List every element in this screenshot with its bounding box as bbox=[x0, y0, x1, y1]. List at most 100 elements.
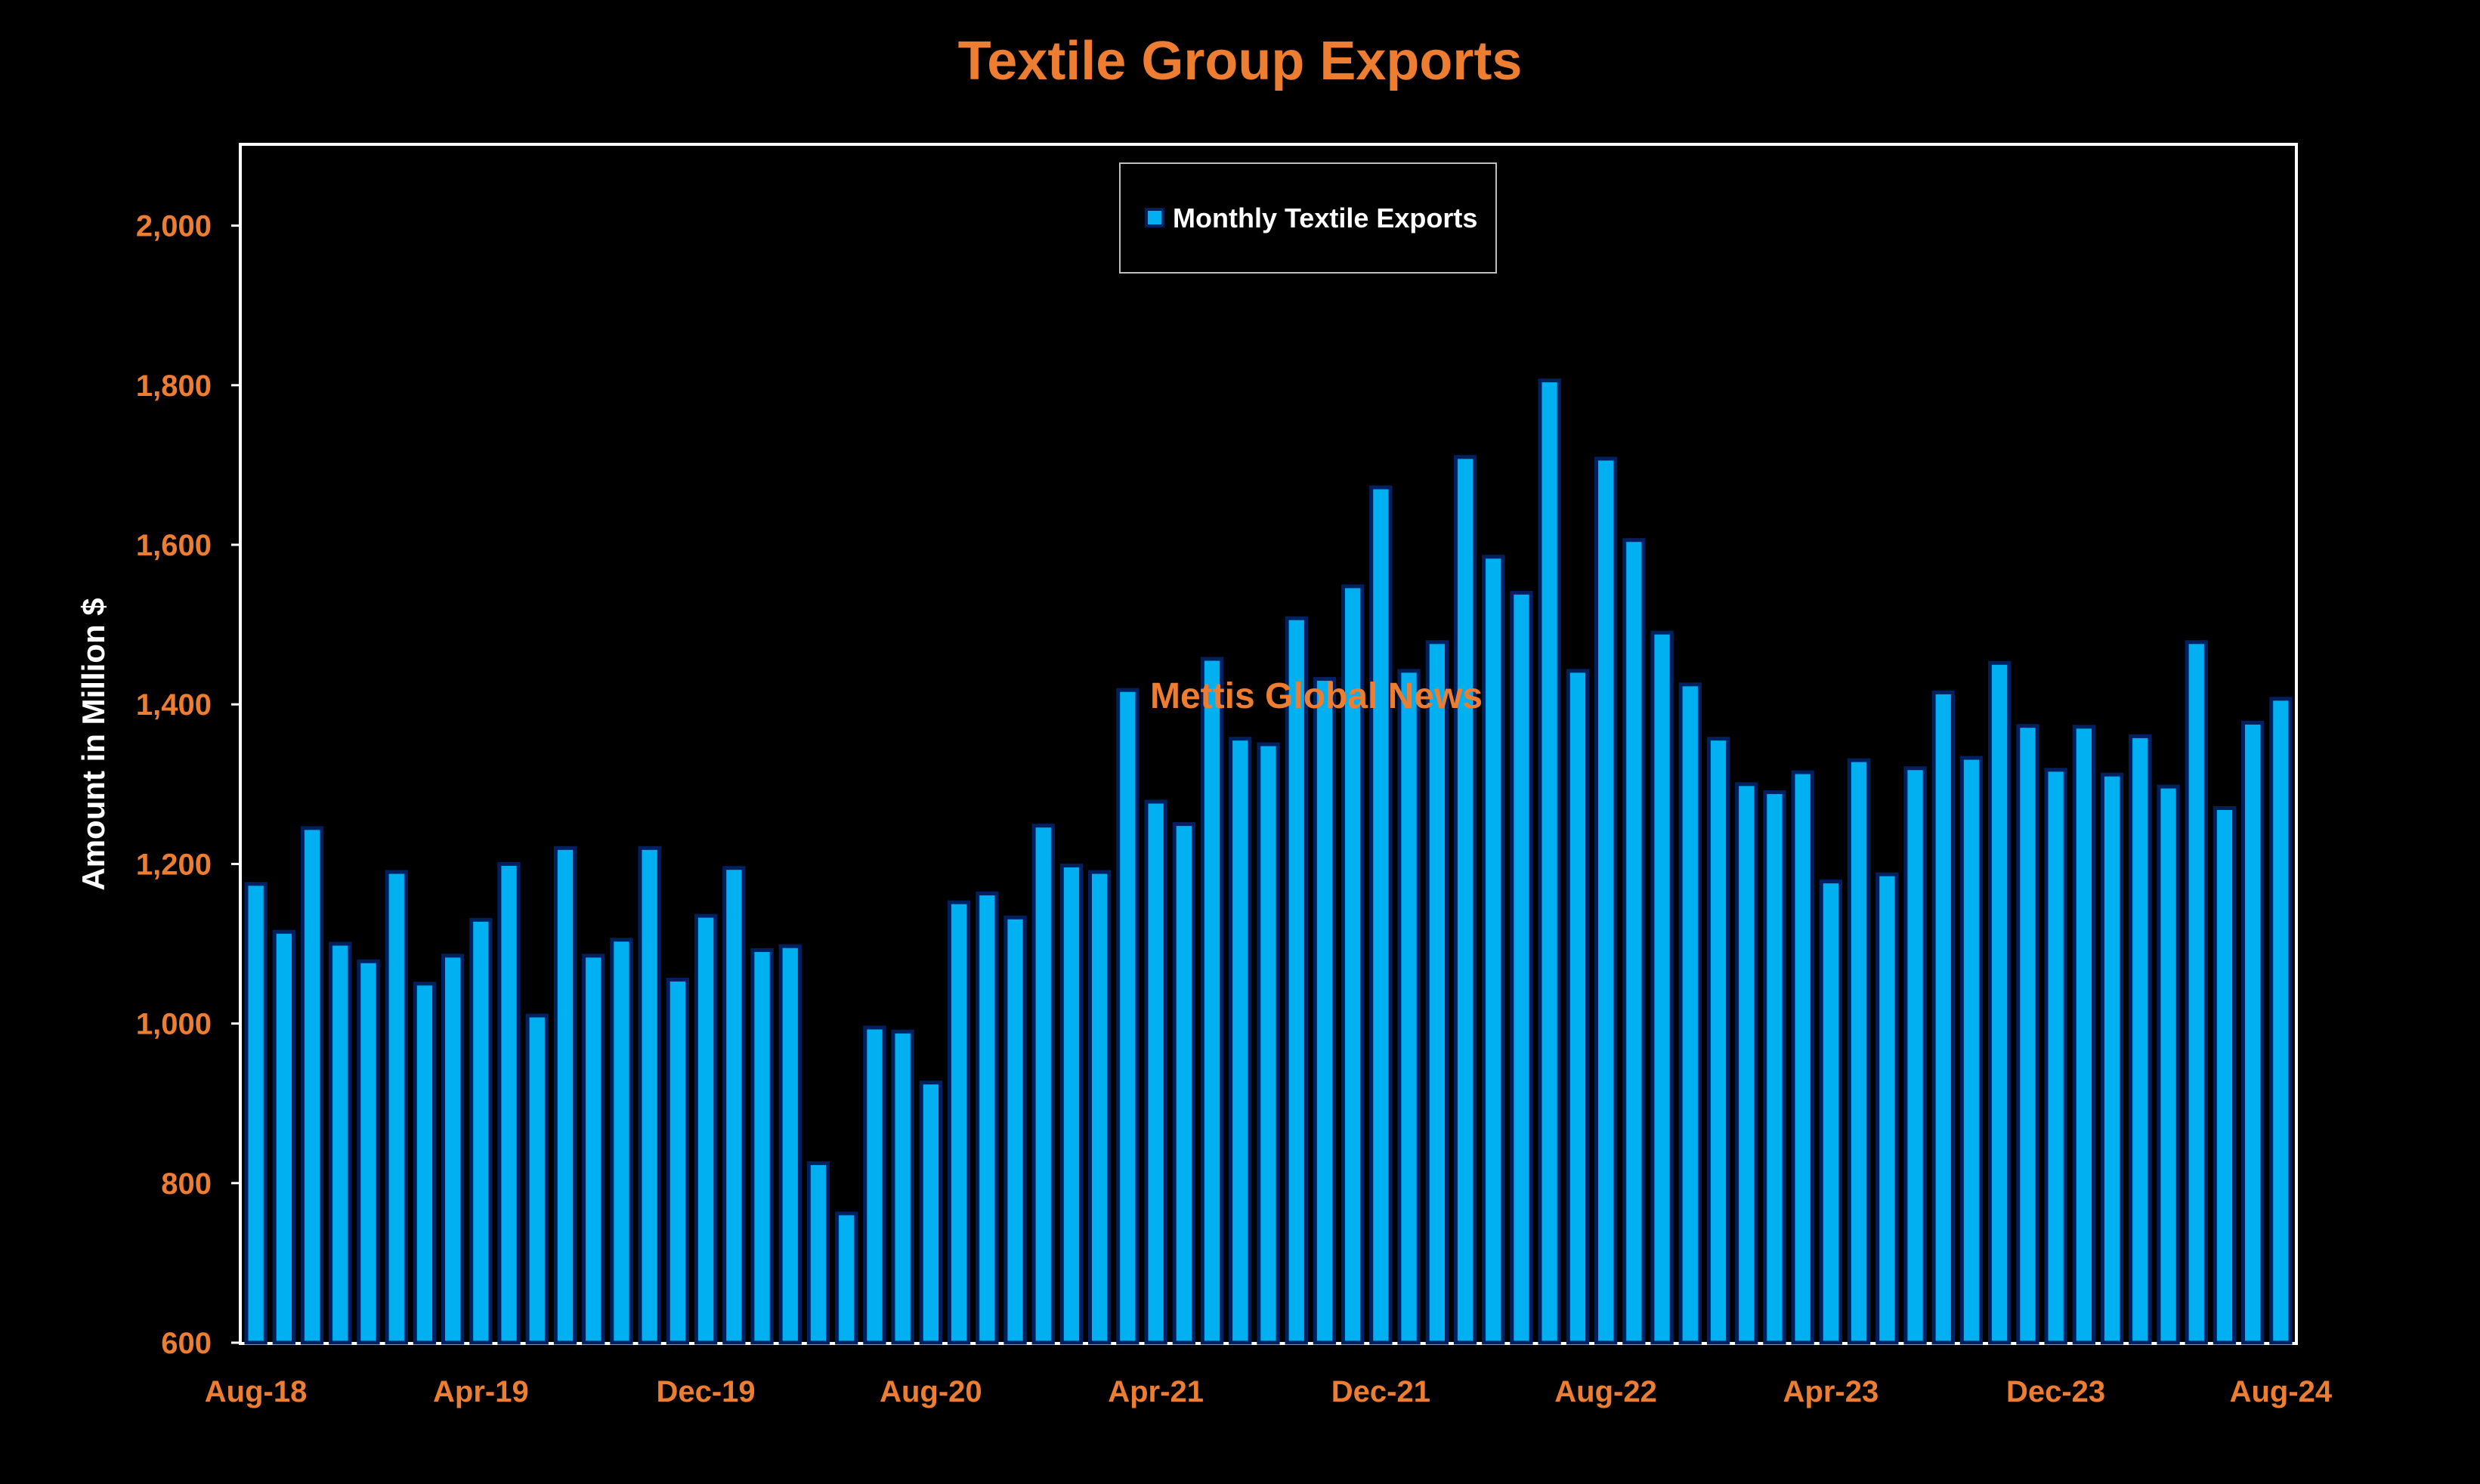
x-tick-label: Aug-24 bbox=[2230, 1375, 2333, 1408]
bar bbox=[1482, 555, 1505, 1345]
bar bbox=[1257, 742, 1280, 1345]
x-tick-label: Apr-23 bbox=[1783, 1375, 1879, 1408]
legend-box bbox=[1119, 162, 1497, 274]
bar bbox=[357, 959, 380, 1345]
bar bbox=[385, 870, 408, 1345]
y-tick-label: 2,000 bbox=[136, 210, 212, 243]
y-tick-label: 1,800 bbox=[136, 369, 212, 403]
bar bbox=[1706, 737, 1730, 1345]
bar bbox=[1959, 756, 1984, 1345]
bar bbox=[1313, 676, 1337, 1345]
bar bbox=[1650, 630, 1674, 1345]
bar bbox=[2016, 724, 2039, 1345]
bar bbox=[2157, 784, 2180, 1345]
bar bbox=[919, 1081, 942, 1345]
bar bbox=[1678, 682, 1702, 1345]
bar bbox=[2100, 772, 2124, 1345]
bar bbox=[2213, 806, 2237, 1345]
bar bbox=[1059, 864, 1084, 1345]
x-tick-label: Aug-18 bbox=[205, 1375, 308, 1408]
bar bbox=[1369, 485, 1393, 1345]
bar bbox=[244, 882, 267, 1345]
bar bbox=[1116, 688, 1140, 1345]
chart-title: Textile Group Exports bbox=[957, 31, 1523, 91]
bar bbox=[413, 982, 437, 1345]
y-axis: 600 800 1,000 1,200 1,400 1,600 1,800 2,000 bbox=[136, 210, 242, 1360]
bar bbox=[1847, 758, 1871, 1345]
bar bbox=[1903, 766, 1927, 1345]
bar bbox=[1791, 770, 1814, 1345]
bar bbox=[469, 917, 493, 1345]
bar bbox=[2044, 768, 2067, 1345]
bar bbox=[2185, 640, 2208, 1345]
bar bbox=[1088, 870, 1112, 1345]
bar bbox=[1566, 669, 1590, 1345]
bar bbox=[1453, 455, 1477, 1345]
bar bbox=[2072, 725, 2095, 1345]
bar bbox=[1875, 872, 1899, 1345]
y-tick-label: 1,000 bbox=[136, 1008, 212, 1041]
bar bbox=[1003, 915, 1027, 1345]
x-axis: Aug-18 Apr-19 Dec-19 Aug-20 Apr-21 Dec-21 Aug-… bbox=[205, 1375, 2333, 1408]
bar bbox=[694, 914, 718, 1345]
bar bbox=[1172, 822, 1195, 1345]
bar bbox=[497, 861, 521, 1345]
bar bbox=[329, 941, 352, 1345]
bar bbox=[891, 1029, 914, 1345]
bar bbox=[2129, 734, 2152, 1345]
bar bbox=[1819, 880, 1842, 1345]
watermark-text: Mettis Global News bbox=[1150, 676, 1483, 716]
bar bbox=[722, 866, 746, 1345]
bar bbox=[441, 954, 465, 1345]
y-tick-label: 1,400 bbox=[136, 688, 212, 722]
y-axis-title: Amount in Million $ bbox=[76, 598, 111, 890]
bar bbox=[778, 944, 802, 1345]
legend-label: Monthly Textile Exports bbox=[1173, 203, 1477, 233]
bar bbox=[2269, 697, 2293, 1345]
bar bbox=[1763, 790, 1786, 1345]
bar bbox=[582, 954, 605, 1345]
x-tick-label: Dec-19 bbox=[656, 1375, 755, 1408]
bar bbox=[1735, 782, 1758, 1345]
bar bbox=[525, 1013, 549, 1345]
bar bbox=[947, 900, 971, 1345]
x-tick-label: Aug-22 bbox=[1554, 1375, 1657, 1408]
x-tick-label: Apr-19 bbox=[433, 1375, 529, 1408]
bar bbox=[638, 846, 661, 1345]
bar bbox=[1931, 690, 1955, 1345]
bar bbox=[1425, 640, 1449, 1345]
bar bbox=[863, 1025, 886, 1345]
bar bbox=[750, 948, 774, 1345]
legend[interactable]: Monthly Textile Exports bbox=[1119, 162, 1497, 274]
bar bbox=[272, 929, 296, 1345]
x-tick-label: Apr-21 bbox=[1108, 1375, 1204, 1408]
y-tick-label: 1,600 bbox=[136, 529, 212, 562]
bar bbox=[1538, 379, 1561, 1345]
bar bbox=[1229, 737, 1252, 1345]
y-tick-label: 800 bbox=[161, 1167, 212, 1201]
x-tick-label: Dec-23 bbox=[2006, 1375, 2105, 1408]
y-tick-label: 1,200 bbox=[136, 848, 212, 881]
bar bbox=[1285, 616, 1308, 1345]
bar bbox=[1031, 824, 1055, 1345]
bar bbox=[806, 1161, 830, 1345]
bar bbox=[1397, 669, 1421, 1345]
x-tick-label: Aug-20 bbox=[880, 1375, 982, 1408]
x-tick-label: Dec-21 bbox=[1331, 1375, 1430, 1408]
bar bbox=[1510, 590, 1533, 1345]
legend-swatch bbox=[1145, 208, 1164, 227]
bar bbox=[1341, 584, 1365, 1345]
y-tick-label: 600 bbox=[161, 1327, 212, 1360]
bar bbox=[1988, 660, 2012, 1345]
bar bbox=[1622, 538, 1646, 1345]
bar bbox=[2241, 721, 2265, 1345]
bar-series bbox=[244, 379, 2293, 1345]
bar bbox=[835, 1211, 858, 1345]
bar bbox=[1144, 799, 1167, 1345]
bar bbox=[553, 846, 577, 1345]
bar bbox=[610, 938, 633, 1345]
bar bbox=[1594, 456, 1618, 1345]
bar bbox=[666, 978, 690, 1345]
bar bbox=[300, 826, 324, 1345]
